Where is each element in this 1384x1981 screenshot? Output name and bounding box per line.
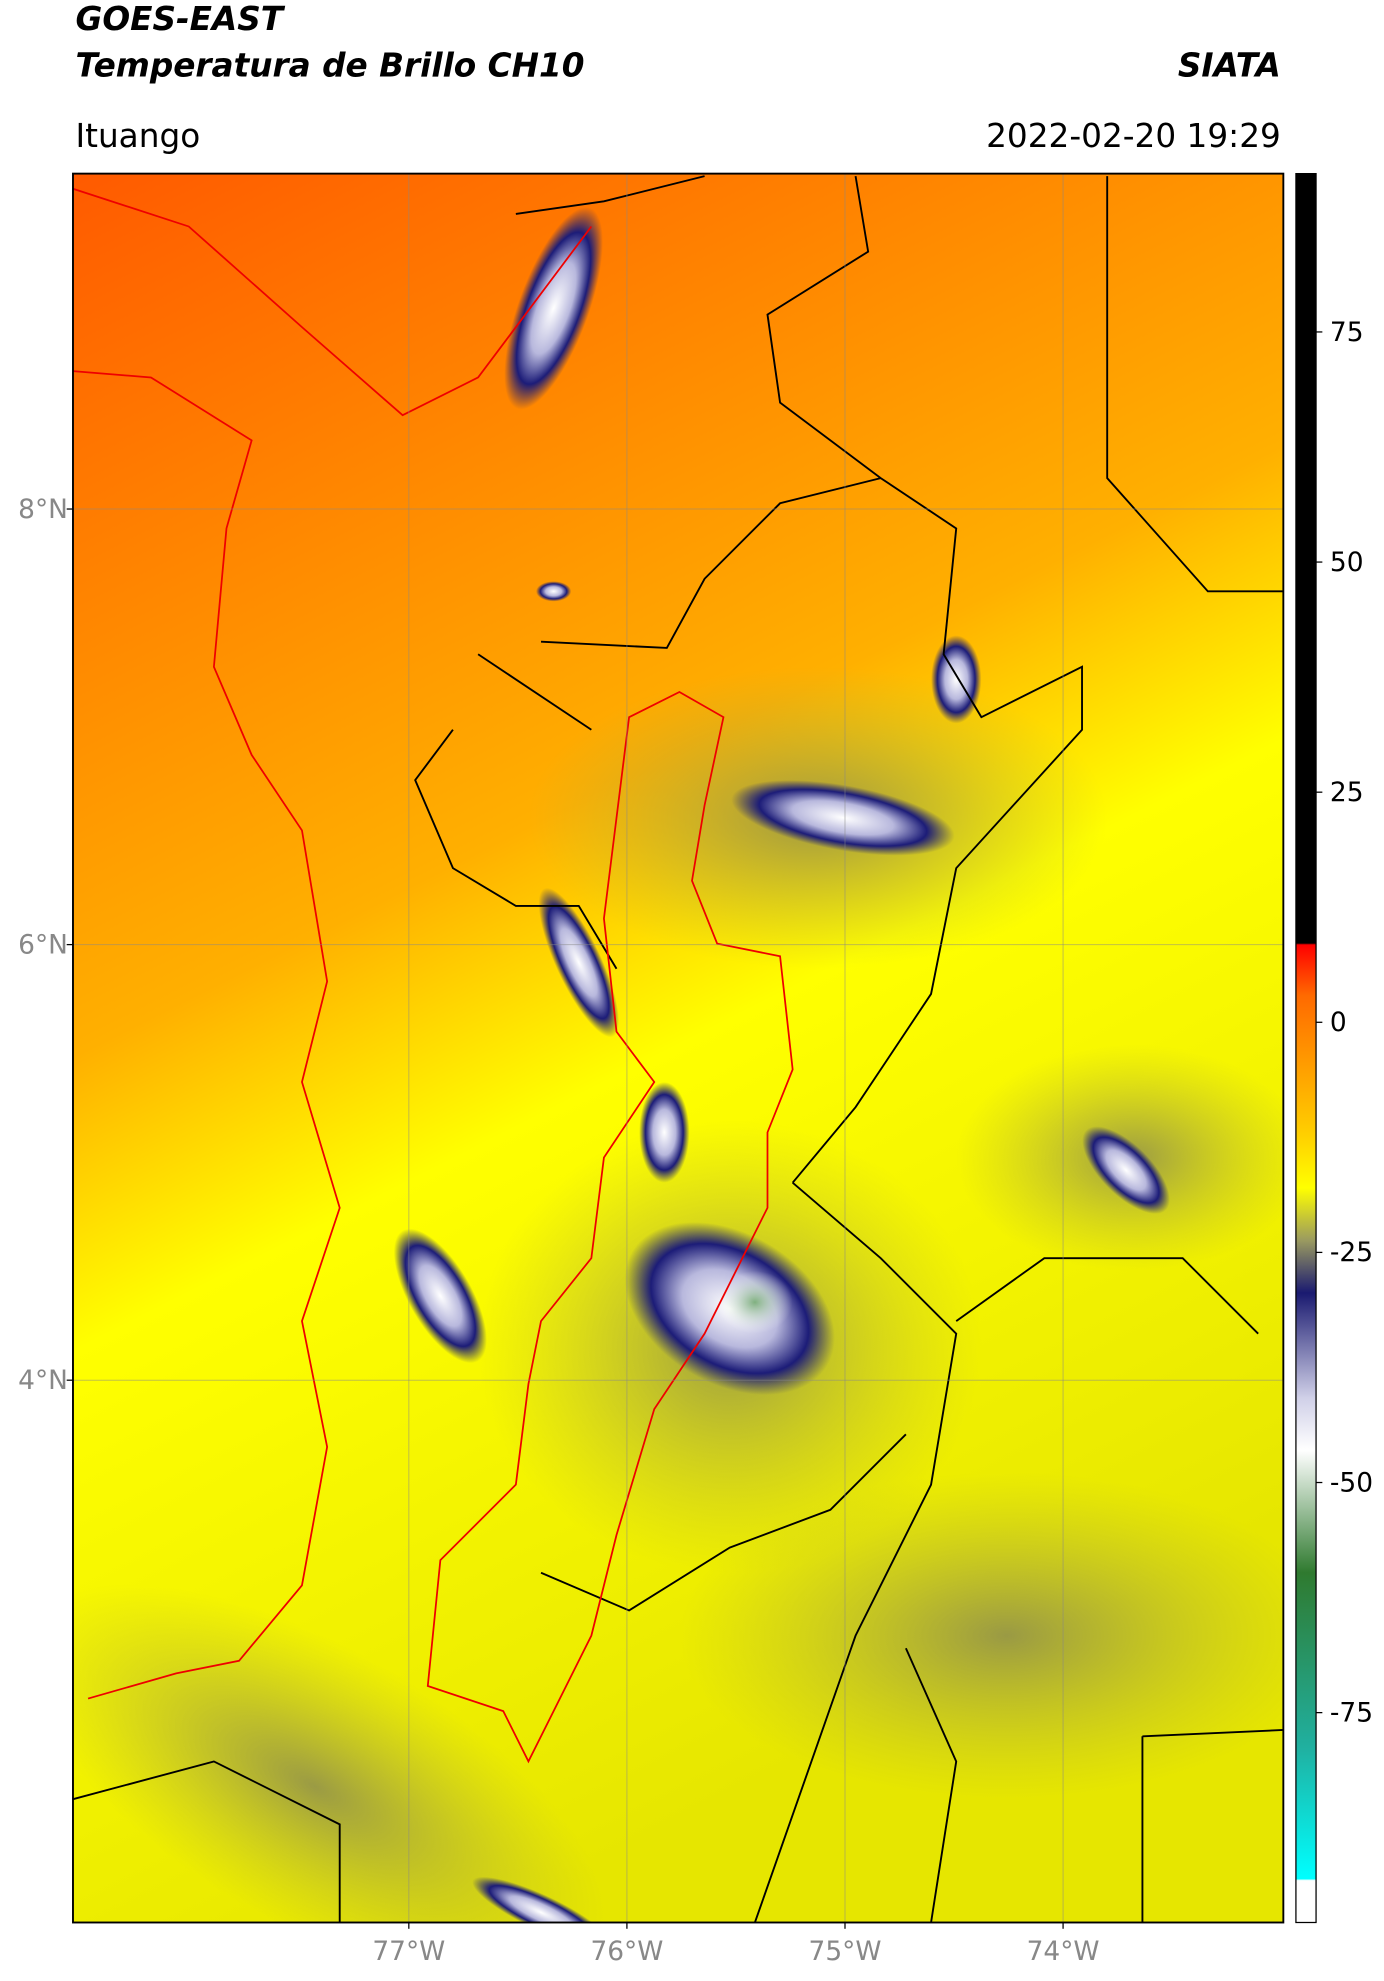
subtitle: Temperatura de Brillo CH10 [75, 47, 584, 85]
y-tick-label: 6°N [18, 929, 68, 960]
colorbar-tick-label: 0 [1330, 1007, 1347, 1038]
y-tick-label: 4°N [18, 1365, 68, 1396]
colorbar-tick-label: -75 [1330, 1697, 1373, 1728]
x-tick-label: 74°W [1027, 1936, 1100, 1967]
colorbar-tick-label: 50 [1330, 547, 1364, 578]
map-image [72, 173, 1284, 1923]
colorbar [1295, 172, 1317, 1924]
colorbar-tick-label: 25 [1330, 777, 1364, 808]
y-tick-label: 8°N [18, 494, 68, 525]
x-tick-label: 75°W [809, 1936, 882, 1967]
x-tick-label: 77°W [372, 1936, 445, 1967]
source: SIATA [1178, 47, 1281, 85]
colorbar-tick-label: -25 [1330, 1237, 1373, 1268]
map-frame [72, 172, 1285, 1924]
title: GOES-EAST [75, 0, 285, 38]
colorbar-tick-label: 75 [1330, 317, 1364, 348]
x-tick-label: 76°W [590, 1936, 663, 1967]
colorbar-tick-label: -50 [1330, 1467, 1373, 1498]
datetime: 2022-02-20 19:29 [986, 117, 1281, 155]
region: Ituango [75, 117, 200, 155]
